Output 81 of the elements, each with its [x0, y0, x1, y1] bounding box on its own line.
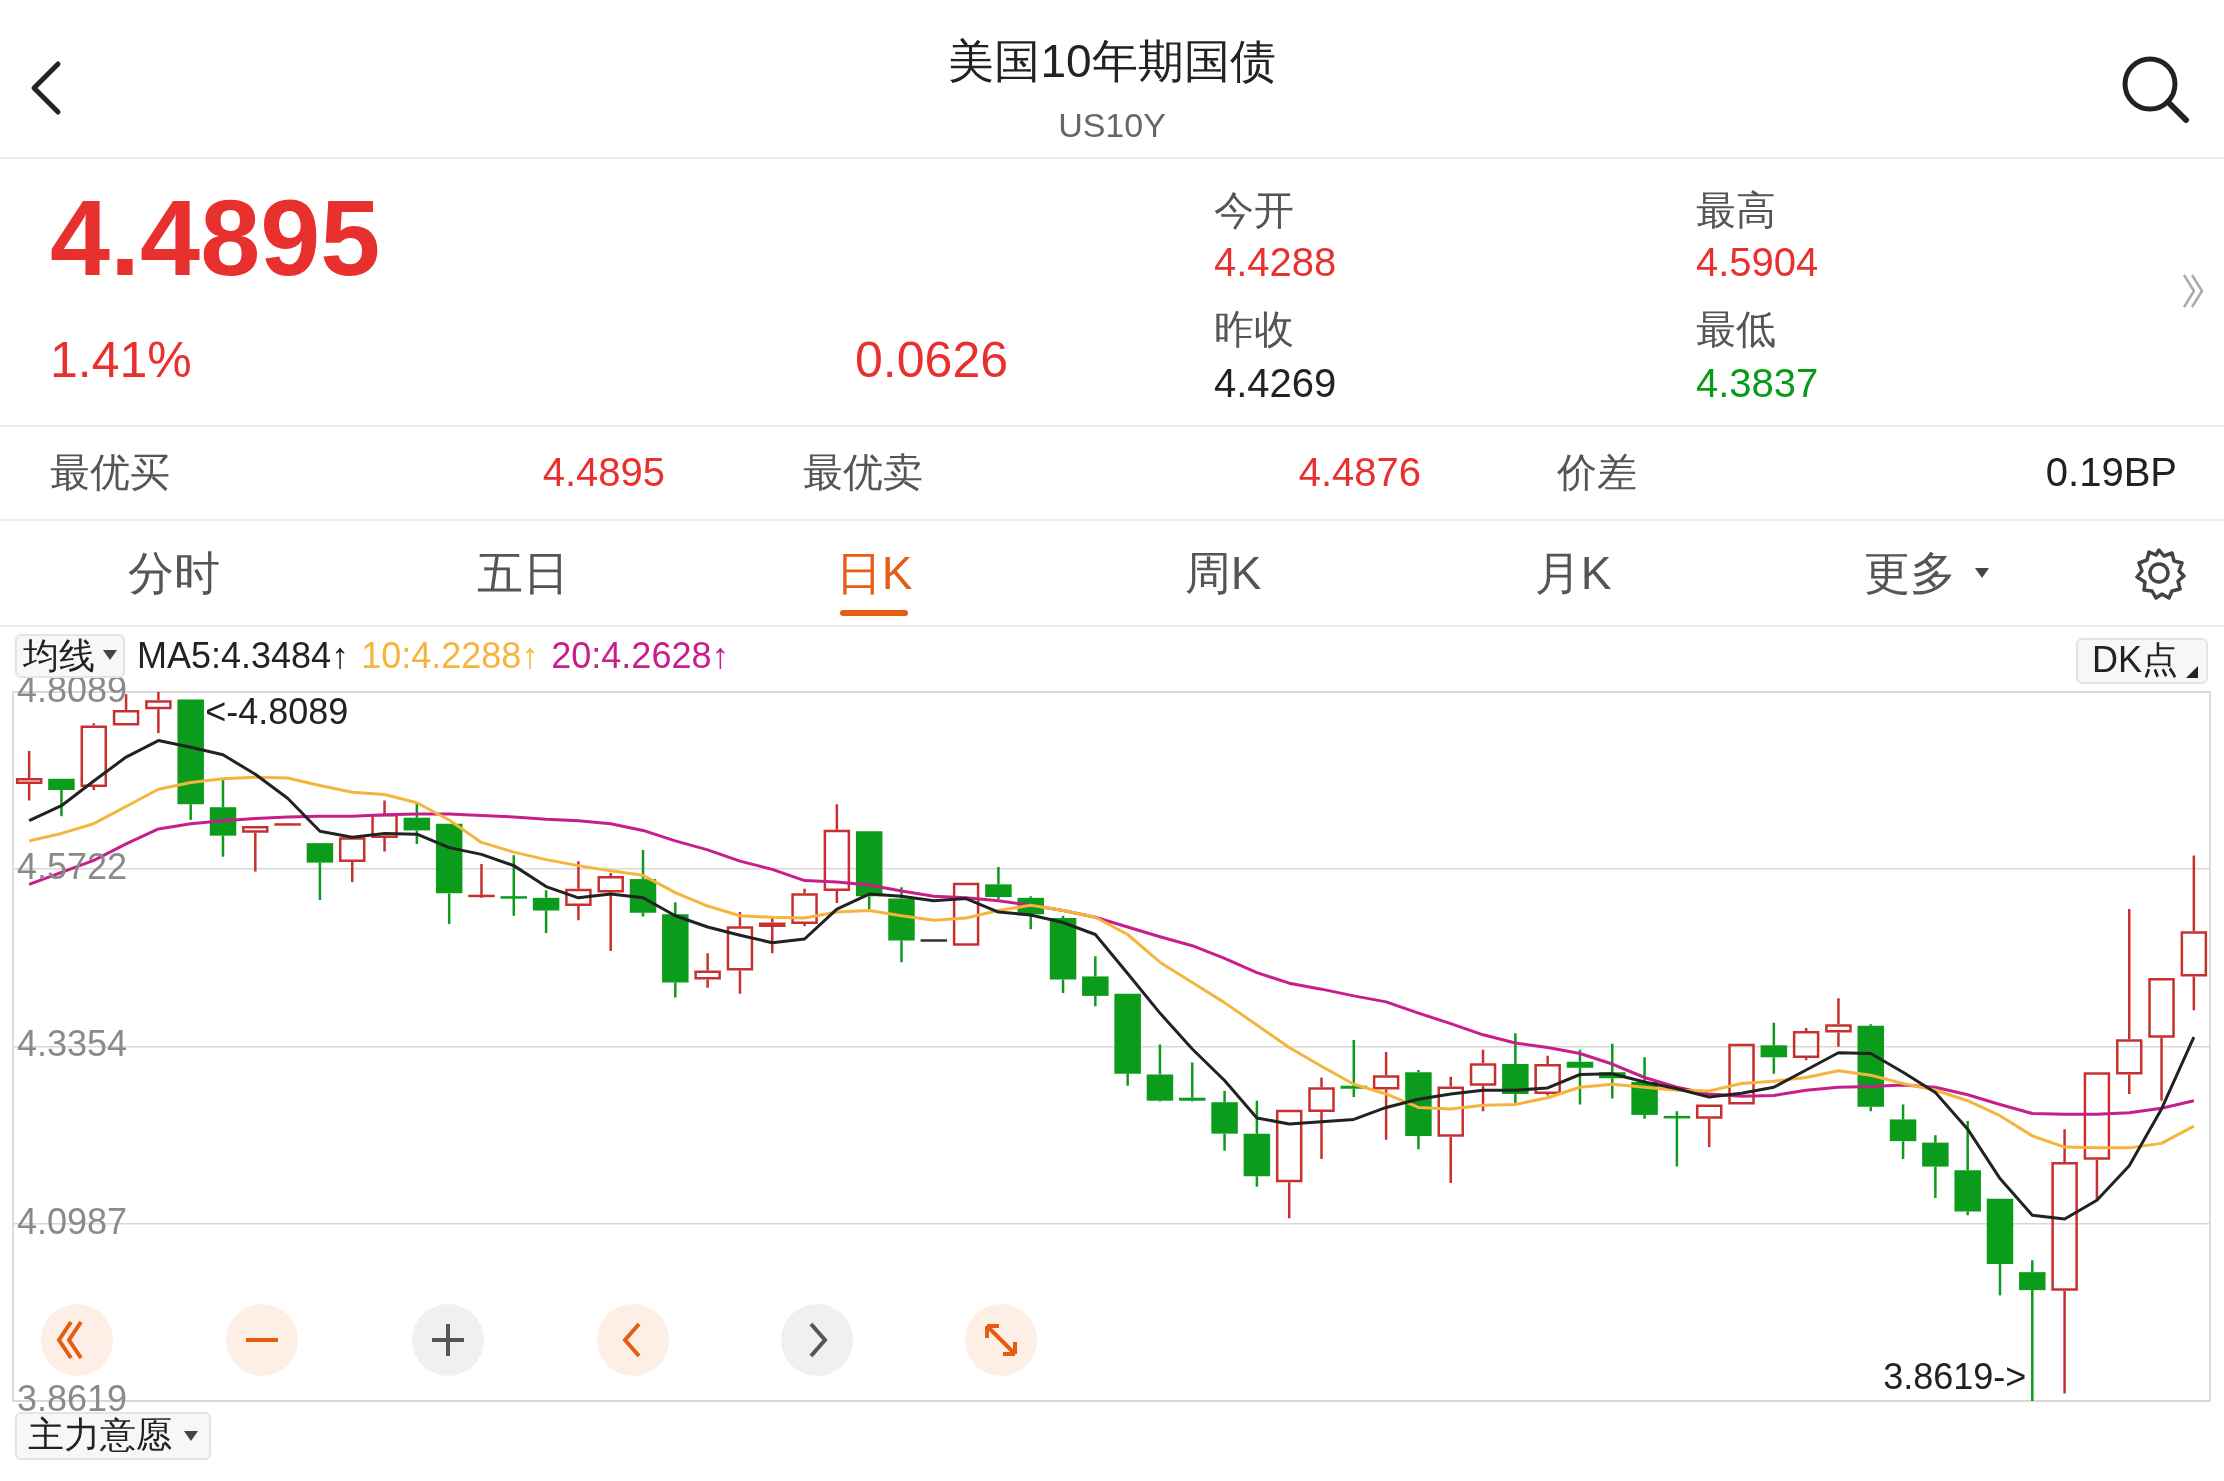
text: 4.4288 [1214, 240, 1337, 284]
annotation: 3.8619-> [1883, 1355, 2027, 1397]
text: 更多 [1864, 547, 1956, 599]
candlestick [565, 859, 592, 922]
text: 周K [1184, 547, 1262, 599]
candlestick [1243, 1099, 1271, 1189]
text: 4.4895 [50, 177, 381, 298]
text: 昨收 [1214, 307, 1294, 351]
text: 日K [835, 547, 913, 599]
candlestick [532, 889, 560, 935]
text: DK点 [2092, 639, 2179, 680]
candlestick [1922, 1133, 1949, 1200]
candlestick [597, 871, 624, 953]
text: 最优买 [50, 450, 170, 494]
text: 0.0626 [855, 332, 1008, 388]
candlestick [791, 887, 818, 928]
candlestick [1211, 1089, 1238, 1153]
candlestick [1760, 1021, 1788, 1075]
candlestick [1437, 1075, 1464, 1185]
text: 价差 [1557, 450, 1637, 494]
candlestick [888, 886, 915, 964]
candlestick [1695, 1104, 1723, 1149]
text: 4.4895 [542, 450, 665, 494]
candlestick [2051, 1127, 2078, 1395]
candlestick [823, 802, 851, 905]
candlestick [499, 853, 529, 918]
candlestick [1308, 1076, 1335, 1161]
y-tick-label: 4.3354 [17, 1023, 128, 1065]
candlestick [306, 843, 334, 902]
text: 分时 [128, 547, 220, 599]
text: 10:4.2288↑ [361, 635, 540, 676]
candlestick [1954, 1119, 1981, 1217]
y-tick-label: 4.0987 [17, 1200, 128, 1242]
series-label: MA5:4.3484↑ [137, 635, 350, 676]
text: 4.5904 [1696, 240, 1819, 284]
candlestick [209, 777, 237, 858]
text: 今开 [1214, 188, 1294, 232]
candlestick [985, 865, 1012, 901]
candlestick [242, 825, 269, 873]
text: 最优卖 [803, 450, 923, 494]
text: 4.3837 [1696, 361, 1819, 405]
candlestick [1114, 993, 1141, 1087]
candlestick [1469, 1048, 1497, 1113]
candlestick [1662, 1109, 1692, 1168]
candlestick [1275, 1109, 1303, 1220]
annotation: <-4.8089 [205, 690, 349, 732]
chart-subtitle: US10Y [1058, 106, 1166, 144]
text: 主力意愿 [28, 1414, 172, 1455]
candlestick [466, 862, 496, 898]
candlestick [1825, 996, 1852, 1049]
candlestick [2180, 854, 2208, 1012]
candlestick [48, 778, 75, 818]
candlestick [694, 951, 721, 989]
candlestick [1082, 954, 1109, 1008]
candlestick [177, 699, 204, 822]
text: 最高 [1696, 188, 1776, 232]
candlestick [662, 901, 689, 999]
text: 20:4.2628↑ [551, 635, 730, 676]
text: 4.4876 [1298, 450, 1421, 494]
candlestick [339, 837, 366, 884]
text: 0.19BP [2045, 450, 2177, 494]
candlestick [1502, 1032, 1529, 1105]
candlestick [2148, 977, 2175, 1102]
candlestick [1889, 1103, 1917, 1161]
chart-title: 美国10年期国债 [948, 35, 1276, 87]
candlestick [145, 690, 172, 735]
candlestick [1405, 1068, 1432, 1151]
candlestick [2083, 1072, 2111, 1202]
text: 4.4269 [1214, 361, 1337, 405]
text: 1.41% [50, 332, 192, 388]
candlestick [726, 910, 754, 995]
candlestick [1372, 1050, 1400, 1141]
text: 五日 [477, 547, 569, 599]
candlestick [15, 749, 43, 802]
text: 最低 [1696, 307, 1776, 351]
text: 月K [1534, 547, 1612, 599]
candlestick [1566, 1048, 1594, 1106]
candlestick [2115, 907, 2143, 1096]
candlestick [1986, 1198, 2014, 1297]
candlestick [80, 722, 108, 792]
candlestick [435, 823, 463, 926]
